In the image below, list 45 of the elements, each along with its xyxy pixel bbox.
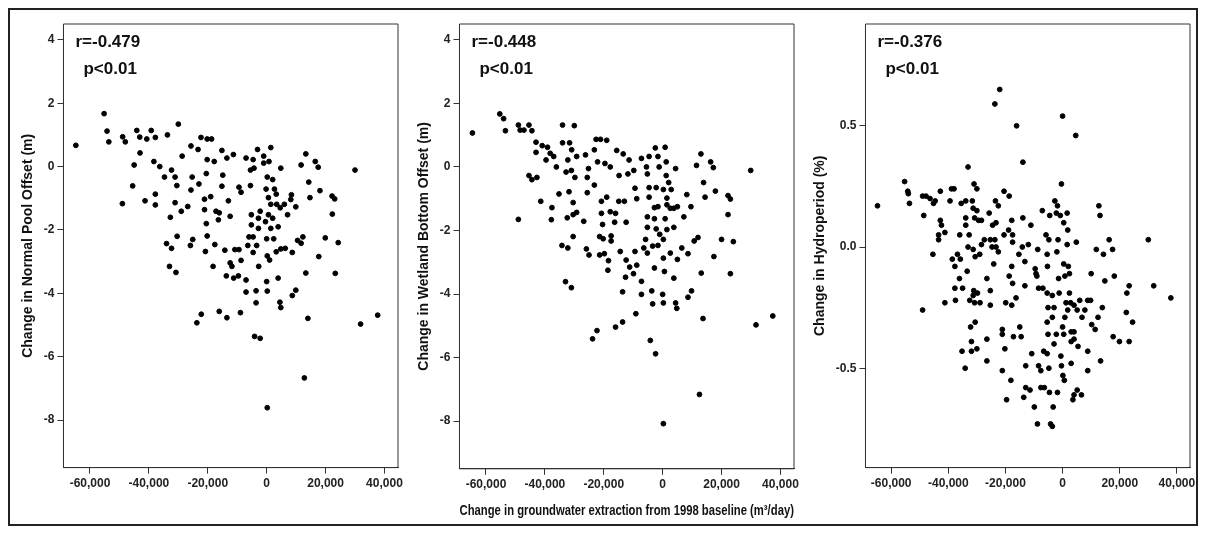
y-tick-label: -4 [439, 286, 451, 301]
x-tick-label: 0 [263, 476, 271, 491]
y-axis-title: Change in Wetland Bottom Offset (m) [415, 122, 432, 371]
y-tick-label: -4 [43, 285, 55, 300]
x-tick-label: 20,000 [703, 477, 741, 492]
x-tick-label: 0 [659, 477, 667, 492]
y-tick-label: 0 [443, 159, 451, 174]
x-tick-label: 40,000 [1158, 476, 1196, 491]
y-tick-label: -6 [43, 349, 55, 364]
y-tick-label: 0.5 [839, 118, 857, 133]
y-tick-label: -6 [439, 349, 451, 364]
annotation: p<0.01 [83, 59, 137, 79]
y-tick-label: 2 [443, 95, 451, 110]
x-tick-label: -40,000 [524, 477, 566, 492]
annotation: r=-0.376 [877, 32, 943, 52]
annotation: p<0.01 [885, 59, 939, 79]
x-tick-label: -60,000 [465, 477, 507, 492]
x-tick-label: 20,000 [1101, 476, 1139, 491]
y-tick-label: 0.0 [839, 239, 857, 254]
x-tick-label: 20,000 [307, 476, 345, 491]
x-tick-label: -40,000 [927, 476, 969, 491]
x-tick-label: 0 [1059, 476, 1067, 491]
x-tick-label: -60,000 [870, 476, 912, 491]
y-axis-title: Change in Normal Pool Offset (m) [19, 133, 36, 358]
x-tick-label: -20,000 [583, 477, 625, 492]
annotation: r=-0.448 [471, 32, 537, 52]
x-tick-label: -40,000 [128, 476, 170, 491]
y-tick-label: -2 [439, 222, 451, 237]
y-tick-label: 0 [47, 158, 55, 173]
x-tick-label: -60,000 [69, 476, 111, 491]
y-tick-label: -8 [439, 413, 451, 428]
x-axis-title: Change in groundwater extraction from 1998 baseline (m³/day) [459, 502, 794, 519]
y-tick-label: 4 [47, 32, 55, 47]
y-axis-title: Change in Hydroperiod (%) [811, 155, 828, 337]
annotation: p<0.01 [479, 59, 533, 79]
x-tick-label: 40,000 [366, 476, 404, 491]
y-tick-label: -2 [43, 222, 55, 237]
y-tick-label: 2 [47, 95, 55, 110]
x-tick-label: -20,000 [187, 476, 229, 491]
x-tick-label: 40,000 [762, 477, 800, 492]
y-tick-label: -8 [43, 412, 55, 427]
y-tick-label: 4 [443, 32, 451, 47]
y-tick-label: -0.5 [835, 360, 857, 375]
annotation: r=-0.479 [75, 32, 141, 52]
x-tick-label: -20,000 [985, 476, 1027, 491]
